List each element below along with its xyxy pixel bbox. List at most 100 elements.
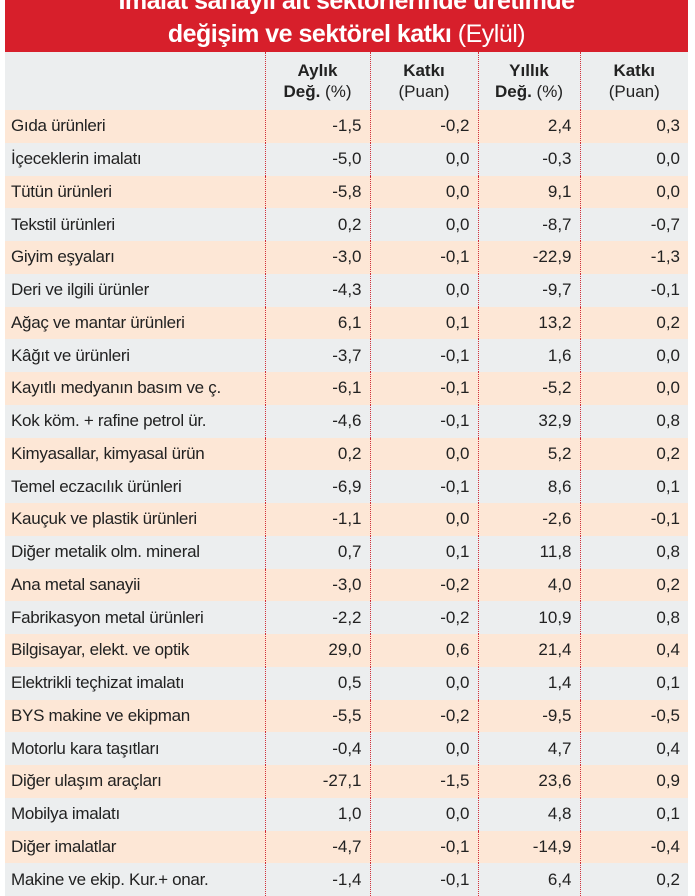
value-cell: 0,0 <box>369 437 478 471</box>
sector-name: Diğer metalik olm. mineral <box>5 535 265 569</box>
value-cell: 8,6 <box>477 470 580 503</box>
table-row: Ana metal sanayii -3,0 -0,2 4,0 0,2 <box>5 568 688 602</box>
value-cell: -0,4 <box>579 830 688 864</box>
value-cell: 1,4 <box>477 666 580 700</box>
value-cell: 0,0 <box>369 273 478 307</box>
value-cell: -6,9 <box>264 470 370 503</box>
value-cell: 32,9 <box>477 404 580 438</box>
header-unit: (%) <box>531 82 563 101</box>
value-cell: -0,3 <box>477 142 580 176</box>
sector-name: Deri ve ilgili ürünler <box>5 273 265 307</box>
value-cell: -0,1 <box>369 372 478 405</box>
value-cell: 0,0 <box>579 175 688 209</box>
value-cell: -2,2 <box>264 601 370 634</box>
value-cell: 0,2 <box>264 208 370 241</box>
header-sub-bold: Değ. <box>283 82 321 101</box>
table-row: İçeceklerin imalatı -5,0 0,0 -0,3 0,0 <box>5 142 688 176</box>
sector-name: Kok köm. + rafine petrol ür. <box>5 404 265 438</box>
value-cell: 0,4 <box>579 732 688 765</box>
table-row: Fabrikasyon metal ürünleri -2,2 -0,2 10,9 0,… <box>5 601 688 634</box>
sector-name: Elektrikli teçhizat imalatı <box>5 666 265 700</box>
value-cell: 1,0 <box>264 797 370 831</box>
value-cell: 0,8 <box>579 535 688 569</box>
value-cell: -0,4 <box>264 732 370 765</box>
value-cell: 5,2 <box>477 437 580 471</box>
sector-name: Diğer ulaşım araçları <box>5 765 265 798</box>
table-row: Giyim eşyaları -3,0 -0,1 -22,9 -1,3 <box>5 241 688 274</box>
sector-name: İçeceklerin imalatı <box>5 142 265 176</box>
sector-name: Kayıtlı medyanın basım ve ç. <box>5 372 265 405</box>
header-col-1: Katkı (Puan) <box>369 52 478 110</box>
value-cell: 0,8 <box>579 601 688 634</box>
value-cell: 6,4 <box>477 863 580 896</box>
value-cell: -0,7 <box>579 208 688 241</box>
table-row: Bilgisayar, elekt. ve optik 29,0 0,6 21,4 0,… <box>5 634 688 667</box>
value-cell: -0,1 <box>369 404 478 438</box>
value-cell: 0,0 <box>369 797 478 831</box>
table-row: Diğer ulaşım araçları -27,1 -1,5 23,6 0,9 <box>5 765 688 798</box>
sector-name: Tütün ürünleri <box>5 175 265 209</box>
table-row: Diğer imalatlar -4,7 -0,1 -14,9 -0,4 <box>5 830 688 864</box>
table-row: Tütün ürünleri -5,8 0,0 9,1 0,0 <box>5 175 688 209</box>
sector-name: Fabrikasyon metal ürünleri <box>5 601 265 634</box>
header-unit: (Puan) <box>398 82 450 101</box>
sector-name: Ağaç ve mantar ürünleri <box>5 306 265 340</box>
value-cell: -0,2 <box>369 110 478 143</box>
value-cell: -9,7 <box>477 273 580 307</box>
value-cell: 0,1 <box>369 535 478 569</box>
table-row: Ağaç ve mantar ürünleri 6,1 0,1 13,2 0,2 <box>5 306 688 340</box>
table-row: Kauçuk ve plastik ürünleri -1,1 0,0 -2,6 -0,… <box>5 503 688 536</box>
value-cell: -0,5 <box>579 699 688 733</box>
value-cell: -3,0 <box>264 568 370 602</box>
value-cell: 11,8 <box>477 535 580 569</box>
value-cell: 0,2 <box>579 306 688 340</box>
value-cell: -3,7 <box>264 339 370 372</box>
value-cell: 0,3 <box>579 110 688 143</box>
value-cell: 0,0 <box>369 666 478 700</box>
value-cell: -5,8 <box>264 175 370 209</box>
data-table: Aylık Değ. (%) Katkı (Puan) Yıllık Değ. (%) Ka… <box>5 52 688 896</box>
value-cell: 13,2 <box>477 306 580 340</box>
sector-name: Makine ve ekip. Kur.+ onar. <box>5 863 265 896</box>
value-cell: -14,9 <box>477 830 580 864</box>
value-cell: 0,2 <box>579 437 688 471</box>
table-row: Motorlu kara taşıtları -0,4 0,0 4,7 0,4 <box>5 732 688 765</box>
table-row: Makine ve ekip. Kur.+ onar. -1,4 -0,1 6,4 0,… <box>5 863 688 896</box>
value-cell: 0,8 <box>579 404 688 438</box>
header-unit: (Puan) <box>608 82 660 101</box>
value-cell: 6,1 <box>264 306 370 340</box>
value-cell: 0,6 <box>369 634 478 667</box>
table-row: Temel eczacılık ürünleri -6,9 -0,1 8,6 0,1 <box>5 470 688 503</box>
value-cell: -2,6 <box>477 503 580 536</box>
value-cell: 0,0 <box>369 732 478 765</box>
table-row: Kok köm. + rafine petrol ür. -4,6 -0,1 32,9… <box>5 404 688 438</box>
value-cell: 2,4 <box>477 110 580 143</box>
value-cell: 0,9 <box>579 765 688 798</box>
value-cell: 10,9 <box>477 601 580 634</box>
title-main: değişim ve sektörel katkı <box>167 20 452 48</box>
sector-name: Ana metal sanayii <box>5 568 265 602</box>
value-cell: 29,0 <box>264 634 370 667</box>
value-cell: 0,0 <box>579 142 688 176</box>
value-cell: -5,0 <box>264 142 370 176</box>
value-cell: 0,0 <box>579 339 688 372</box>
value-cell: 4,8 <box>477 797 580 831</box>
value-cell: 0,4 <box>579 634 688 667</box>
value-cell: -0,1 <box>369 830 478 864</box>
value-cell: -3,0 <box>264 241 370 274</box>
value-cell: 1,6 <box>477 339 580 372</box>
value-cell: -5,2 <box>477 372 580 405</box>
value-cell: -4,6 <box>264 404 370 438</box>
value-cell: 0,1 <box>579 797 688 831</box>
sector-name: Tekstil ürünleri <box>5 208 265 241</box>
sector-name: Temel eczacılık ürünleri <box>5 470 265 503</box>
value-cell: 0,7 <box>264 535 370 569</box>
value-cell: -22,9 <box>477 241 580 274</box>
value-cell: 0,0 <box>369 208 478 241</box>
sector-name: Kimyasallar, kimyasal ürün <box>5 437 265 471</box>
table-row: Deri ve ilgili ürünler -4,3 0,0 -9,7 -0,1 <box>5 273 688 307</box>
title-line-2: değişim ve sektörel katkı (Eylül) <box>5 20 688 49</box>
value-cell: -0,2 <box>369 601 478 634</box>
value-cell: -0,2 <box>369 568 478 602</box>
value-cell: 0,2 <box>579 568 688 602</box>
